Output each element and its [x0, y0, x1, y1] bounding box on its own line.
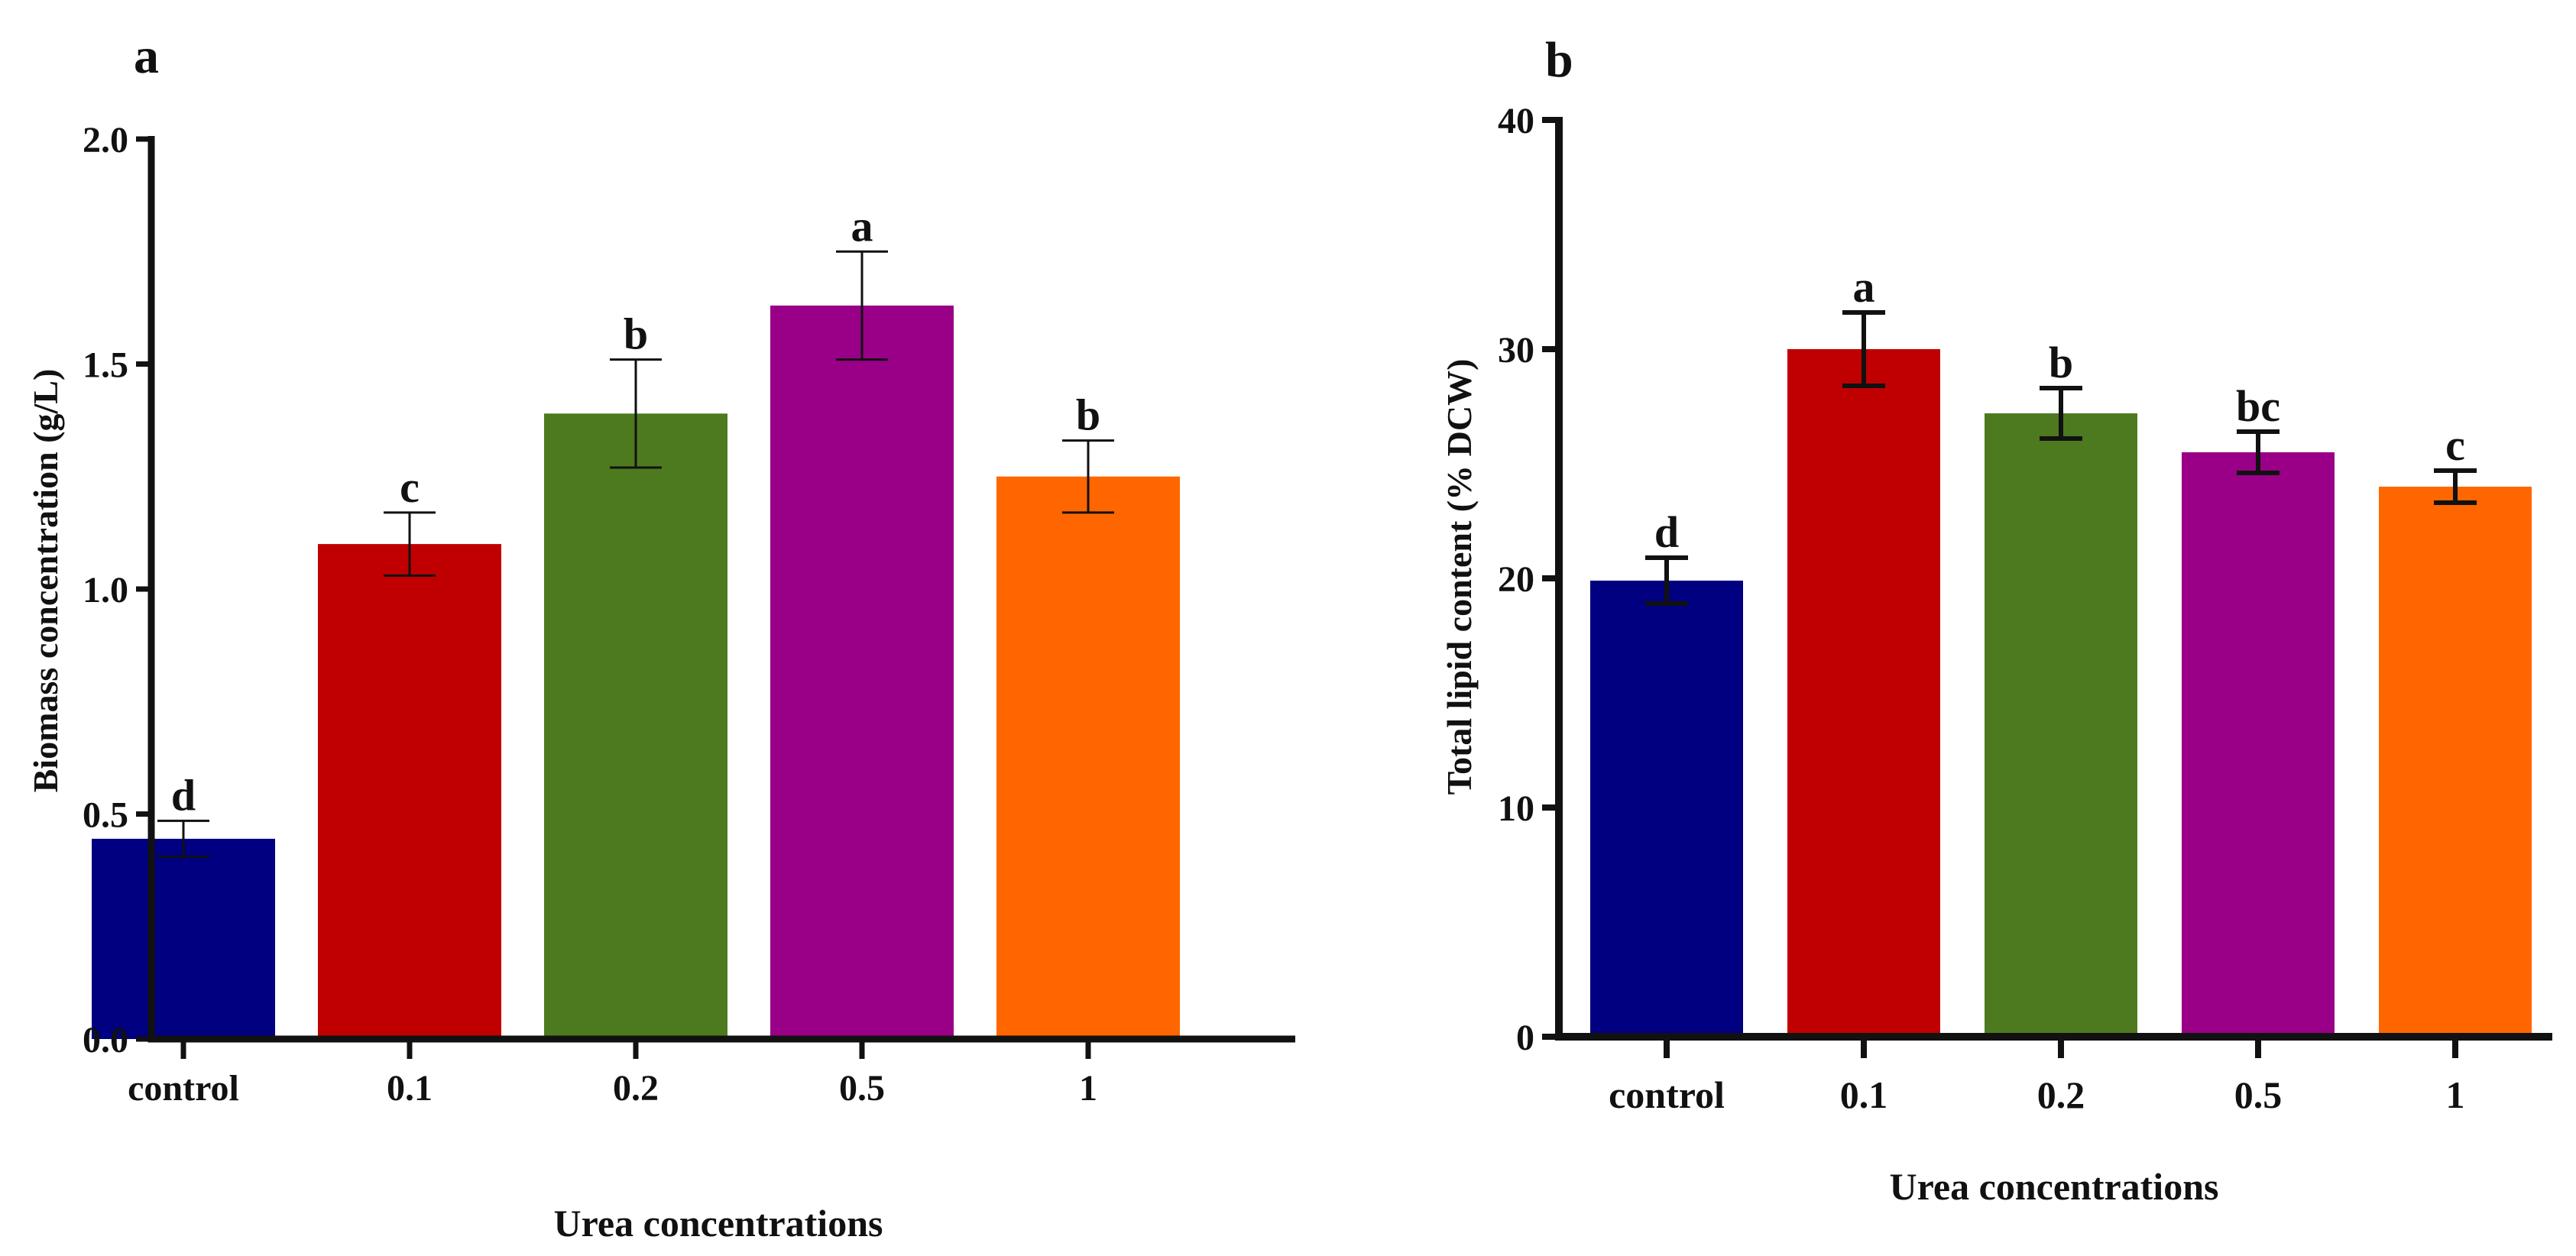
significance-letter-0.1: a	[1853, 262, 1875, 312]
error-bar-0.1	[384, 511, 436, 577]
error-bar-0.1	[1842, 310, 1885, 388]
x-axis-label-a: Urea concentrations	[554, 1202, 883, 1245]
significance-letter-0.1: c	[400, 462, 420, 512]
significance-letter-0.5: a	[851, 201, 873, 251]
error-bar-control	[1645, 555, 1688, 606]
x-tick-label-0.2: 0.2	[2037, 1073, 2085, 1116]
y-tick-label: 1.5	[83, 345, 128, 385]
bar-0.5	[2182, 452, 2335, 1037]
y-tick-label: 30	[1498, 330, 1534, 371]
bar-0.1	[318, 544, 501, 1039]
y-tick-label: 20	[1498, 559, 1534, 600]
plot-area-a: d c b a b 0.0 0.5 1.0 1.5 2.0 control 0.1 0.2 0.5 1	[83, 120, 1295, 1109]
error-bar-1	[1062, 439, 1114, 514]
y-tick-label: 0.5	[83, 795, 128, 835]
y-axis-label-a: Biomass concentration (g/L)	[26, 369, 65, 793]
bar-control	[92, 838, 275, 1039]
panel-label-a: a	[134, 28, 159, 84]
x-tick-label-0.5: 0.5	[2234, 1073, 2283, 1116]
x-tick-label-0.2: 0.2	[613, 1068, 659, 1109]
x-tick-label-0.1: 0.1	[1840, 1073, 1888, 1116]
y-tick-label: 0.0	[83, 1020, 128, 1060]
significance-letter-control: d	[171, 770, 196, 820]
x-tick-label-1: 1	[1079, 1068, 1097, 1109]
error-bar-0.2	[610, 358, 662, 469]
y-axis-label-b: Total lipid content (% DCW)	[1440, 359, 1479, 795]
error-bar-control	[157, 819, 209, 858]
x-tick-label-control: control	[128, 1068, 239, 1109]
panel-label-b: b	[1545, 32, 1573, 88]
y-tick-label: 1.0	[83, 570, 128, 610]
x-tick-label-control: control	[1609, 1073, 1725, 1116]
x-tick-label-1: 1	[2446, 1073, 2465, 1116]
plot-area-b: d a b bc c 0 10 20 30 40 control 0.1 0.2 0.5 1	[1498, 101, 2552, 1116]
significance-letter-1: c	[2445, 420, 2465, 470]
panel-b: b Total lipid content (% DCW) Urea conce…	[1440, 32, 2552, 1208]
significance-letter-control: d	[1654, 507, 1679, 557]
x-axis-label-b: Urea concentrations	[1890, 1165, 2219, 1208]
y-tick-label: 10	[1498, 788, 1534, 829]
error-bar-0.5	[836, 250, 888, 361]
bar-0.5	[770, 305, 954, 1039]
y-tick-label: 2.0	[83, 120, 128, 160]
x-tick-label-0.5: 0.5	[839, 1068, 885, 1109]
x-tick-label-0.1: 0.1	[387, 1068, 433, 1109]
y-tick-label: 40	[1498, 101, 1534, 141]
y-tick-label: 0	[1516, 1018, 1534, 1058]
bar-1	[2379, 487, 2532, 1037]
bar-0.2	[544, 413, 727, 1039]
panel-a: a Biomass concentration (g/L) Urea conce…	[26, 28, 1295, 1245]
significance-letter-0.2: b	[624, 309, 648, 359]
error-bar-0.2	[2040, 386, 2082, 441]
bar-1	[996, 476, 1180, 1039]
significance-letter-0.5: bc	[2236, 381, 2280, 431]
error-bar-1	[2434, 468, 2477, 505]
error-bar-0.5	[2237, 429, 2280, 475]
significance-letter-1: b	[1076, 390, 1100, 440]
bar-0.1	[1787, 349, 1940, 1037]
bar-control	[1590, 581, 1743, 1037]
significance-letter-0.2: b	[2049, 338, 2073, 387]
bar-0.2	[1985, 413, 2137, 1037]
